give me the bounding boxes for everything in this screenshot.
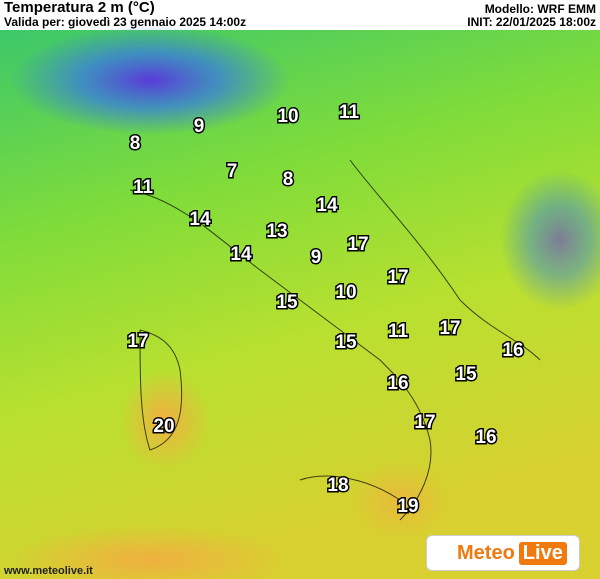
temperature-label: 15 <box>276 292 298 313</box>
temperature-label: 11 <box>133 177 154 198</box>
temperature-label: 10 <box>277 106 298 127</box>
temperature-label: 17 <box>347 234 368 255</box>
temperature-label: 13 <box>266 221 287 242</box>
model: Modello: WRF EMM <box>484 2 596 16</box>
valid-time: Valida per: giovedì 23 gennaio 2025 14:0… <box>4 15 247 29</box>
logo: Meteo Live <box>426 535 580 571</box>
temperature-label: 8 <box>130 133 141 154</box>
temperature-label: 16 <box>502 340 523 361</box>
temperature-label: 18 <box>327 475 348 496</box>
temperature-label: 17 <box>387 267 408 288</box>
temperature-label: 17 <box>414 412 435 433</box>
temperature-label: 14 <box>316 195 338 216</box>
title: Temperatura 2 m (°C) <box>4 0 155 16</box>
warm-area <box>120 370 210 470</box>
temperature-label: 19 <box>397 496 418 517</box>
temperature-label: 16 <box>475 427 496 448</box>
temperature-label: 9 <box>311 247 322 268</box>
temperature-label: 17 <box>439 318 460 339</box>
logo-live: Live <box>518 541 567 565</box>
temperature-label: 8 <box>283 169 294 190</box>
temperature-label: 11 <box>388 321 409 342</box>
cold-area <box>500 170 600 310</box>
temperature-label: 16 <box>387 373 408 394</box>
temperature-label: 11 <box>339 102 360 123</box>
temperature-label: 15 <box>455 364 477 385</box>
logo-meteo: Meteo <box>457 541 515 564</box>
temperature-label: 17 <box>127 331 148 352</box>
temperature-label: 15 <box>335 332 357 353</box>
cold-area <box>10 25 290 135</box>
temperature-label: 20 <box>153 416 174 437</box>
coastline <box>129 159 541 521</box>
init-time: INIT: 22/01/2025 18:00z <box>467 15 596 29</box>
site-url: www.meteolive.it <box>4 565 93 577</box>
temperature-label: 9 <box>194 116 205 137</box>
temperature-label: 10 <box>335 282 356 303</box>
warm-area <box>10 525 290 579</box>
temperature-label: 7 <box>227 161 238 182</box>
temperature-label: 14 <box>230 244 252 265</box>
temperature-label: 14 <box>189 209 211 230</box>
